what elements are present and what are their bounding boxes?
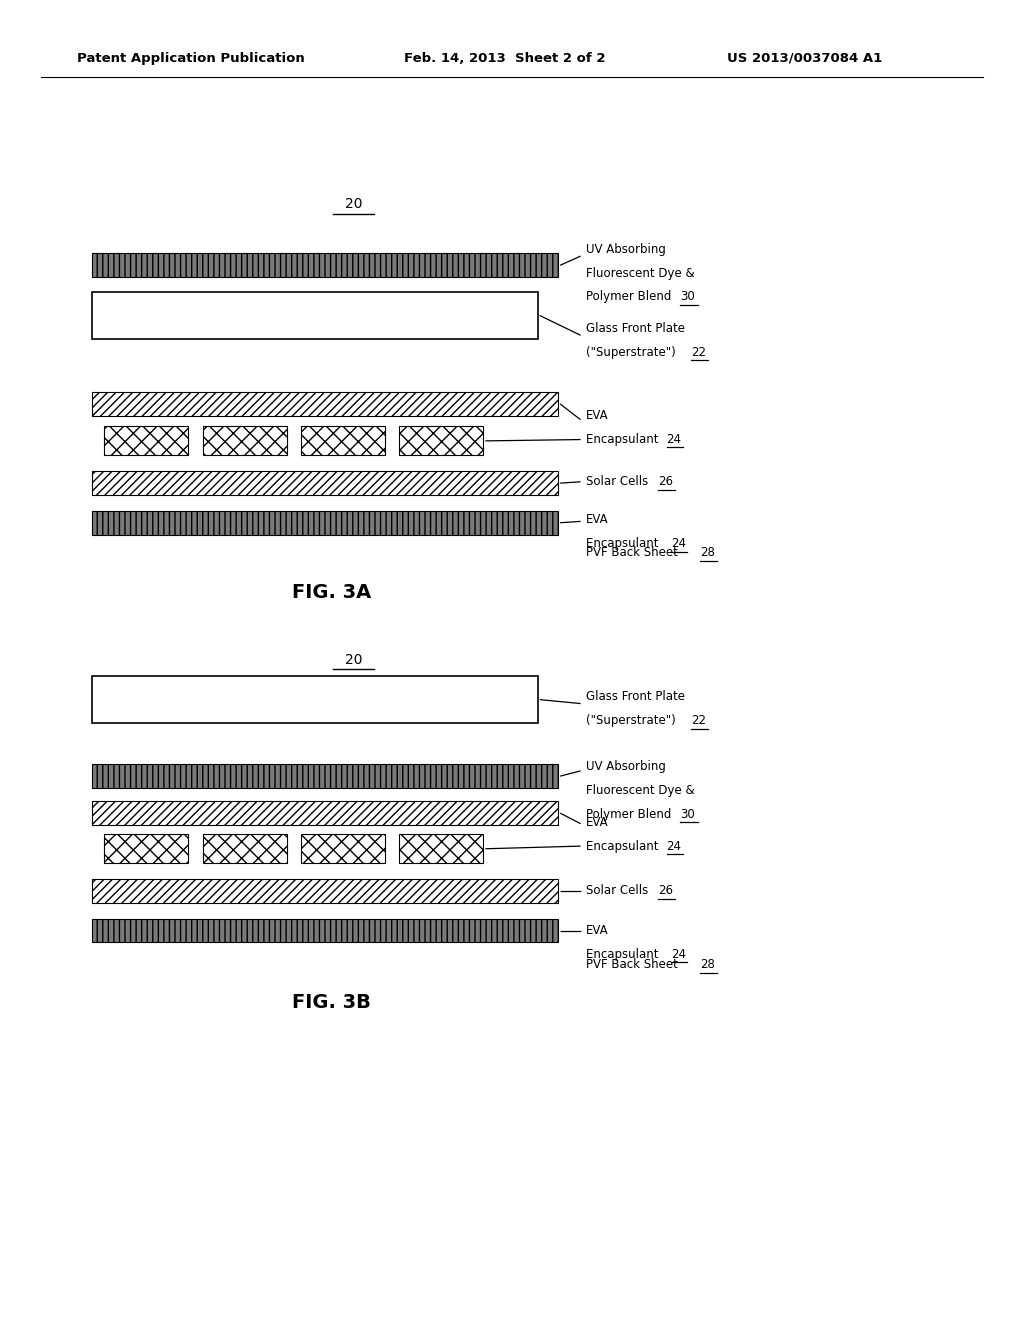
Text: US 2013/0037084 A1: US 2013/0037084 A1 xyxy=(727,51,883,65)
Text: 20: 20 xyxy=(344,197,362,211)
Text: Polymer Blend: Polymer Blend xyxy=(586,808,675,821)
Text: 30: 30 xyxy=(680,808,694,821)
Text: EVA: EVA xyxy=(586,409,608,422)
Bar xyxy=(301,834,385,863)
Bar xyxy=(301,426,385,455)
Text: 24: 24 xyxy=(667,840,682,853)
Text: EVA: EVA xyxy=(586,816,608,829)
Bar xyxy=(92,392,558,416)
Bar xyxy=(104,834,188,863)
Text: 24: 24 xyxy=(671,537,686,550)
Text: Encapsulant: Encapsulant xyxy=(586,840,662,853)
Text: FIG. 3A: FIG. 3A xyxy=(292,583,371,602)
Bar xyxy=(92,253,558,277)
Bar xyxy=(92,879,558,903)
Text: Polymer Blend: Polymer Blend xyxy=(586,290,675,304)
Text: 28: 28 xyxy=(700,546,716,560)
Text: ("Superstrate"): ("Superstrate") xyxy=(586,714,679,727)
Bar xyxy=(399,426,483,455)
Text: EVA: EVA xyxy=(586,513,608,527)
Text: 22: 22 xyxy=(691,346,707,359)
Text: 20: 20 xyxy=(344,652,362,667)
Text: PVF Back Sheet: PVF Back Sheet xyxy=(586,546,685,560)
Bar xyxy=(92,764,558,788)
Bar xyxy=(104,426,188,455)
Text: ("Superstrate"): ("Superstrate") xyxy=(586,346,679,359)
Text: 28: 28 xyxy=(700,958,716,972)
Text: Solar Cells: Solar Cells xyxy=(586,884,651,898)
Bar xyxy=(92,919,558,942)
Text: Encapsulant: Encapsulant xyxy=(586,537,666,550)
Text: 24: 24 xyxy=(671,948,686,961)
Bar xyxy=(92,764,558,788)
Text: Feb. 14, 2013  Sheet 2 of 2: Feb. 14, 2013 Sheet 2 of 2 xyxy=(404,51,606,65)
Text: 30: 30 xyxy=(680,290,694,304)
Text: Fluorescent Dye &: Fluorescent Dye & xyxy=(586,784,694,797)
Text: Encapsulant: Encapsulant xyxy=(586,433,662,446)
Text: 24: 24 xyxy=(667,433,682,446)
Bar xyxy=(92,919,558,942)
Text: Patent Application Publication: Patent Application Publication xyxy=(77,51,304,65)
Bar xyxy=(203,426,287,455)
Text: Solar Cells: Solar Cells xyxy=(586,475,651,488)
Text: PVF Back Sheet: PVF Back Sheet xyxy=(586,958,685,972)
Bar xyxy=(92,511,558,535)
Text: Encapsulant: Encapsulant xyxy=(586,948,666,961)
Text: 26: 26 xyxy=(658,475,674,488)
Text: UV Absorbing: UV Absorbing xyxy=(586,760,666,774)
Bar xyxy=(203,834,287,863)
Text: Fluorescent Dye &: Fluorescent Dye & xyxy=(586,267,694,280)
Text: FIG. 3B: FIG. 3B xyxy=(292,993,371,1011)
Text: Glass Front Plate: Glass Front Plate xyxy=(586,322,685,335)
Bar xyxy=(92,471,558,495)
Text: 26: 26 xyxy=(658,884,674,898)
Text: UV Absorbing: UV Absorbing xyxy=(586,243,666,256)
Text: EVA: EVA xyxy=(586,924,608,937)
Bar xyxy=(92,253,558,277)
Text: 22: 22 xyxy=(691,714,707,727)
Bar xyxy=(92,292,538,339)
Bar xyxy=(92,511,558,535)
Bar xyxy=(92,676,538,723)
Bar xyxy=(92,801,558,825)
Bar xyxy=(399,834,483,863)
Text: Glass Front Plate: Glass Front Plate xyxy=(586,690,685,704)
